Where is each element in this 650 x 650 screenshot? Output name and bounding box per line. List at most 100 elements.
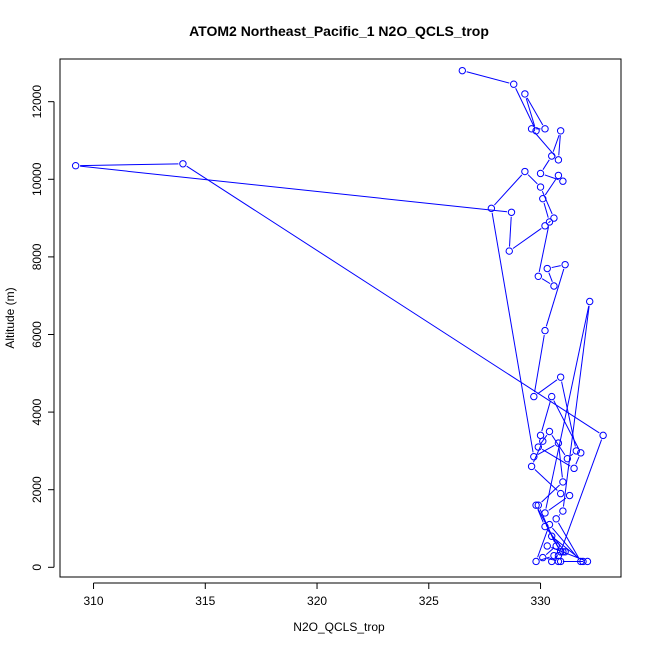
y-tick-label: 0 bbox=[30, 564, 44, 571]
series-line-segment bbox=[186, 165, 600, 434]
x-tick-label: 330 bbox=[531, 594, 551, 608]
y-axis: 0 2000 4000 6000 8000 10000 12000 bbox=[30, 85, 55, 571]
data-point bbox=[577, 449, 585, 457]
data-point bbox=[545, 218, 554, 226]
x-tick-label: 315 bbox=[195, 594, 215, 608]
data-point bbox=[545, 520, 554, 529]
data-point bbox=[536, 183, 545, 191]
series-line-segment bbox=[541, 190, 553, 215]
data-point bbox=[554, 156, 563, 164]
data-point bbox=[541, 326, 549, 335]
data-point bbox=[559, 478, 567, 486]
data-point bbox=[586, 297, 594, 306]
data-point bbox=[554, 171, 563, 180]
series-line-segment bbox=[80, 163, 179, 167]
data-point bbox=[530, 392, 538, 401]
data-point bbox=[510, 80, 518, 88]
series-line-segment bbox=[558, 514, 561, 516]
data-point bbox=[548, 152, 556, 160]
data-point bbox=[536, 169, 545, 178]
series-line-segment bbox=[561, 381, 576, 447]
data-point bbox=[541, 222, 549, 230]
data-point bbox=[561, 260, 569, 269]
data-point bbox=[543, 542, 551, 550]
data-point bbox=[458, 66, 467, 75]
data-point bbox=[556, 373, 565, 381]
series-line-segment bbox=[570, 453, 574, 457]
series-line-segment bbox=[538, 226, 550, 272]
y-tick-label: 10000 bbox=[30, 162, 44, 196]
data-point bbox=[599, 431, 607, 440]
series-line-segment bbox=[509, 216, 512, 247]
series-line-segment bbox=[541, 400, 551, 432]
data-point bbox=[545, 427, 554, 436]
data-point bbox=[550, 282, 558, 290]
data-point bbox=[539, 437, 547, 445]
x-tick-label: 310 bbox=[84, 594, 104, 608]
data-point bbox=[541, 125, 549, 133]
data-point bbox=[539, 194, 547, 203]
data-point bbox=[563, 454, 572, 463]
data-point bbox=[179, 160, 187, 168]
y-tick-label: 2000 bbox=[30, 476, 44, 503]
series-line-segment bbox=[494, 174, 523, 206]
data-point bbox=[534, 501, 543, 509]
data-point bbox=[532, 501, 540, 509]
y-tick-label: 4000 bbox=[30, 398, 44, 425]
series-line-segment bbox=[541, 278, 551, 285]
data-point bbox=[559, 177, 567, 185]
series-line-segment bbox=[548, 497, 567, 511]
data-point bbox=[541, 509, 549, 517]
data-point bbox=[527, 462, 536, 471]
series-line-segment bbox=[537, 444, 555, 455]
data-point bbox=[527, 125, 536, 133]
data-point bbox=[534, 272, 543, 280]
data-point bbox=[570, 464, 578, 473]
series-line-segment bbox=[540, 434, 548, 444]
data-point bbox=[550, 214, 558, 222]
data-point bbox=[556, 489, 565, 498]
data-point bbox=[548, 532, 556, 540]
series-layer bbox=[71, 66, 607, 566]
series-line-segment bbox=[552, 134, 560, 152]
series-line-segment bbox=[545, 268, 565, 327]
series-line-segment bbox=[525, 98, 536, 127]
data-point bbox=[579, 557, 587, 566]
data-point bbox=[572, 447, 580, 455]
series-line-segment bbox=[80, 165, 508, 213]
series-line-segment bbox=[552, 527, 579, 559]
series-line-segment bbox=[551, 434, 566, 456]
data-point bbox=[552, 515, 560, 523]
series-line-segment bbox=[534, 334, 545, 393]
series-line-segment bbox=[543, 202, 549, 218]
y-tick-label: 8000 bbox=[30, 243, 44, 270]
series-line-segment bbox=[545, 548, 554, 556]
series-line-segment bbox=[540, 556, 550, 561]
series-line-segment bbox=[491, 212, 534, 453]
series-line-segment bbox=[548, 220, 551, 224]
x-tick-label: 325 bbox=[419, 594, 439, 608]
data-point bbox=[505, 247, 513, 255]
series-line-segment bbox=[545, 305, 590, 509]
chart-title: ATOM2 Northeast_Pacific_1 N2O_QCLS_trop bbox=[189, 23, 489, 39]
series-line-segment bbox=[575, 456, 580, 465]
series-line-segment bbox=[534, 469, 558, 491]
y-tick-label: 6000 bbox=[30, 321, 44, 348]
data-point bbox=[559, 507, 567, 515]
data-point bbox=[487, 204, 496, 213]
data-point bbox=[583, 557, 592, 566]
series-line-segment bbox=[466, 71, 510, 84]
series-line-segment bbox=[542, 159, 550, 170]
data-point bbox=[532, 127, 540, 135]
data-point bbox=[534, 443, 543, 451]
data-point bbox=[507, 208, 516, 216]
series-line-segment bbox=[557, 522, 579, 558]
series-line-segment bbox=[541, 484, 560, 503]
series-line-segment bbox=[561, 439, 603, 548]
data-point bbox=[543, 264, 551, 273]
data-point bbox=[561, 548, 569, 556]
y-tick-label: 12000 bbox=[30, 85, 44, 119]
data-point bbox=[541, 522, 549, 531]
series-line-segment bbox=[548, 272, 553, 282]
